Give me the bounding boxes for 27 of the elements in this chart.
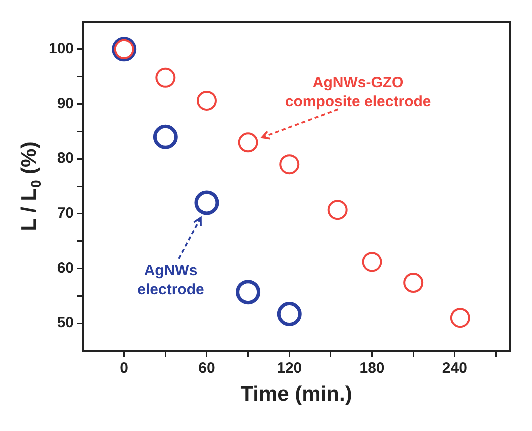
x-tick-label: 60 <box>198 360 216 378</box>
text: AgNWs-GZO composite electrode <box>285 74 432 110</box>
point <box>156 68 176 88</box>
point <box>194 190 220 216</box>
point <box>362 252 382 272</box>
x-axis-title: Time (min.) <box>240 383 352 406</box>
point <box>238 132 258 153</box>
x-tick-label: 0 <box>120 360 129 378</box>
y-tick-label: 50 <box>57 314 74 332</box>
point <box>280 154 300 175</box>
point <box>196 90 217 111</box>
y-tick-label: 70 <box>57 205 74 222</box>
point <box>328 200 348 220</box>
x-tick-label: 120 <box>277 360 302 378</box>
y-tick-label: 80 <box>57 150 74 168</box>
point <box>277 302 302 327</box>
point <box>450 308 470 328</box>
x-tick-label: 180 <box>360 360 385 378</box>
y-tick-label: 90 <box>57 95 74 112</box>
point <box>404 273 424 294</box>
y-tick-label: 100 <box>48 40 74 58</box>
text: AgNWs electrode <box>138 262 204 299</box>
point <box>236 280 261 305</box>
y-axis-title: L / L0 (%) <box>18 142 44 232</box>
x-tick-label: 240 <box>442 360 468 378</box>
point <box>153 124 178 150</box>
y-tick-label: 60 <box>57 260 74 277</box>
